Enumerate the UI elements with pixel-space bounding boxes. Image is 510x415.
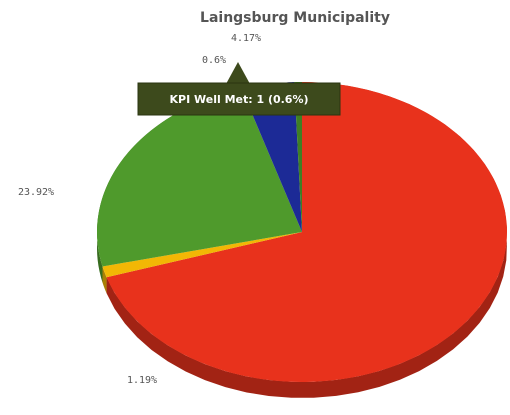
tooltip-box xyxy=(137,82,341,116)
slice xyxy=(106,82,508,382)
tooltip-arrow xyxy=(226,62,250,84)
slice-side xyxy=(102,266,107,294)
tooltip-text: KPI Well Met: 1 (0.6%) xyxy=(169,93,308,106)
slice-label: 1.19% xyxy=(127,375,157,386)
chart-title: Laingsburg Municipality xyxy=(200,10,390,26)
slice xyxy=(294,82,302,232)
slice-label: 4.17% xyxy=(231,33,261,44)
slice xyxy=(96,88,303,267)
slice xyxy=(241,82,302,232)
slice-label: 0.6% xyxy=(202,55,226,66)
pie: 1.19% 23.92% 4.17% 0.6% xyxy=(18,33,508,398)
slice-label: 23.92% xyxy=(18,187,54,198)
slice xyxy=(102,232,302,278)
tooltip: KPI Well Met: 1 (0.6%) xyxy=(137,62,341,116)
